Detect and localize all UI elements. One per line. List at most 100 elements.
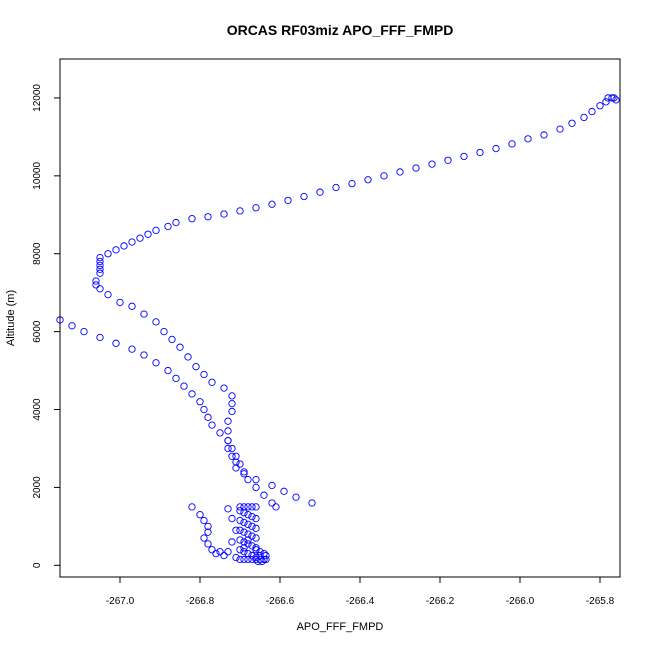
data-point	[540, 131, 548, 139]
data-point	[184, 353, 192, 361]
y-tick-label: 4000	[32, 398, 43, 421]
data-point	[380, 172, 388, 180]
data-point	[224, 437, 232, 445]
data-point	[262, 555, 270, 564]
data-point	[244, 511, 252, 519]
y-tick-label: 2000	[32, 476, 43, 499]
data-point	[240, 468, 248, 476]
data-point	[244, 549, 252, 558]
data-point	[152, 359, 160, 367]
data-point	[244, 555, 252, 564]
data-point	[252, 483, 260, 492]
data-point	[252, 534, 260, 542]
data-point	[172, 218, 180, 227]
data-point	[236, 516, 244, 525]
data-point	[248, 503, 256, 511]
data-point	[254, 557, 262, 566]
data-point	[224, 427, 232, 435]
data-point	[248, 522, 256, 531]
data-point	[508, 140, 516, 148]
data-point	[224, 444, 232, 453]
data-point	[236, 555, 244, 564]
data-point	[248, 542, 256, 550]
data-point	[172, 374, 180, 383]
data-point	[228, 444, 236, 453]
data-point	[332, 183, 340, 192]
data-point	[248, 512, 256, 521]
x-axis: -267.0 -266.8 -266.6 -266.4 -266.2 -266.0 -265…	[106, 576, 615, 607]
data-point	[240, 503, 248, 511]
plot-frame	[59, 58, 621, 578]
data-point	[232, 458, 240, 466]
y-tick-label: 10000	[32, 162, 43, 190]
data-point	[244, 520, 252, 529]
data-point	[96, 285, 104, 293]
data-point	[232, 553, 240, 562]
data-point	[92, 277, 100, 285]
data-point	[204, 413, 212, 421]
data-point	[68, 322, 76, 330]
data-point	[224, 417, 232, 425]
data-point	[128, 302, 136, 310]
data-point	[236, 503, 244, 511]
y-tick-label: 0	[32, 562, 43, 568]
data-point	[236, 460, 244, 468]
data-point	[240, 538, 248, 546]
data-point	[240, 548, 248, 556]
data-point	[204, 213, 212, 221]
data-point	[580, 113, 588, 122]
data-point	[232, 452, 240, 460]
data-point	[260, 491, 268, 499]
data-point	[236, 526, 244, 534]
data-point	[240, 555, 248, 564]
x-tick-label: -266.8	[186, 596, 215, 607]
data-point	[610, 94, 618, 102]
chart-title: ORCAS RF03miz APO_FFF_FMPD	[227, 22, 454, 38]
x-tick-label: -267.0	[106, 596, 135, 607]
data-point	[200, 405, 208, 414]
data-point	[200, 534, 208, 542]
data-point	[220, 384, 228, 392]
data-point	[152, 226, 160, 235]
data-point	[252, 514, 260, 523]
data-point	[228, 407, 236, 416]
data-point	[220, 551, 228, 560]
data-point	[492, 144, 500, 153]
data-point	[248, 532, 256, 540]
data-point	[236, 207, 244, 215]
data-point	[444, 156, 452, 164]
data-point	[196, 511, 204, 519]
data-point	[228, 514, 236, 523]
data-point	[160, 327, 168, 336]
data-point	[232, 464, 240, 472]
data-point	[300, 192, 308, 201]
y-axis-label: Altitude (m)	[5, 290, 17, 346]
data-point	[240, 470, 248, 478]
data-point	[268, 481, 276, 490]
y-tick-label: 6000	[32, 320, 43, 343]
data-point	[168, 335, 176, 344]
data-point	[176, 343, 184, 351]
data-point	[244, 540, 252, 548]
data-point	[258, 557, 266, 566]
data-point	[428, 160, 436, 168]
data-point	[556, 125, 564, 133]
data-point	[188, 390, 196, 398]
data-point	[192, 363, 200, 371]
x-tick-label: -266.0	[506, 596, 535, 607]
data-point	[292, 493, 300, 501]
data-point	[252, 553, 260, 562]
data-point	[596, 102, 604, 110]
data-point	[96, 257, 104, 266]
x-tick-label: -266.2	[426, 596, 455, 607]
data-point	[92, 281, 100, 289]
data-point	[136, 234, 144, 242]
data-point	[228, 538, 236, 546]
data-point	[204, 528, 212, 536]
data-point	[204, 522, 212, 531]
data-point	[316, 188, 324, 196]
data-point	[196, 398, 204, 406]
data-point	[96, 265, 104, 273]
data-point	[208, 546, 216, 554]
data-point	[262, 551, 270, 560]
